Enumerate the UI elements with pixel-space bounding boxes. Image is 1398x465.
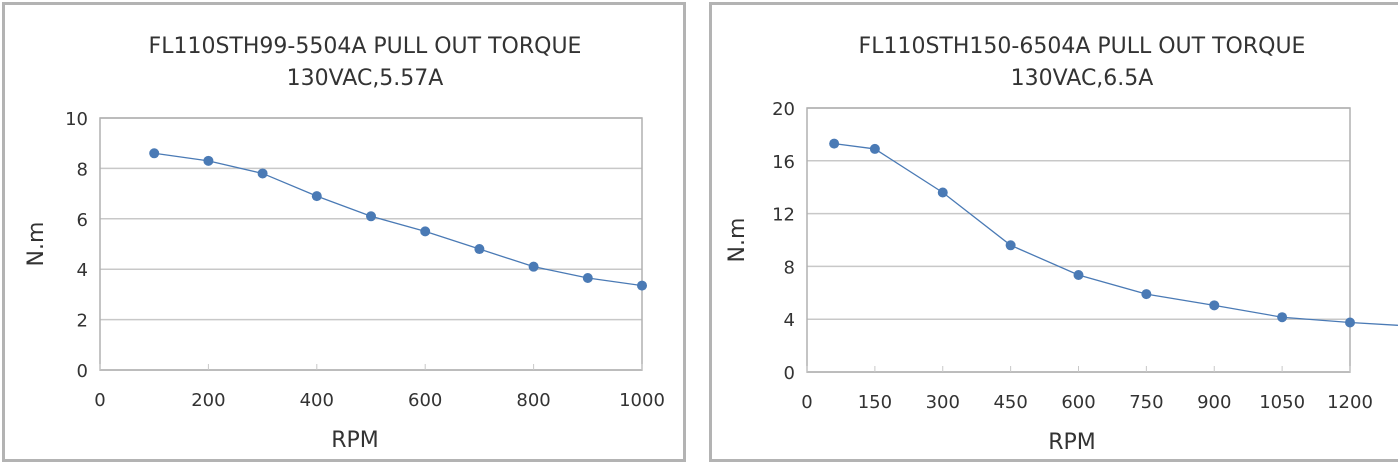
y-tick-label: 16 <box>772 152 795 173</box>
data-point <box>937 187 948 198</box>
y-tick-label: 8 <box>784 257 795 278</box>
chart-panel-left: FL110STH99-5504A PULL OUT TORQUE 130VAC,5… <box>2 2 686 462</box>
torque-chart-left: FL110STH99-5504A PULL OUT TORQUE 130VAC,5… <box>24 34 665 453</box>
x-axis-label: RPM <box>1048 430 1096 455</box>
data-point <box>420 226 431 237</box>
y-tick-label: 4 <box>784 310 795 331</box>
chart-title: FL110STH150-6504A PULL OUT TORQUE <box>859 34 1306 59</box>
data-point <box>1345 317 1355 328</box>
y-tick-label: 12 <box>772 205 795 226</box>
x-axis-label: RPM <box>331 428 379 453</box>
x-tick-label: 0 <box>801 392 812 413</box>
plot-area <box>99 117 643 371</box>
y-axis-label: N.m <box>24 222 49 267</box>
x-tick-label: 600 <box>1061 392 1095 413</box>
chart-title: FL110STH99-5504A PULL OUT TORQUE <box>149 34 582 59</box>
x-tick-label: 450 <box>993 392 1027 413</box>
y-tick-label: 8 <box>77 159 88 180</box>
data-point <box>637 280 647 291</box>
x-tick-label: 900 <box>1197 392 1231 413</box>
data-point <box>474 244 485 255</box>
y-tick-label: 0 <box>784 363 795 384</box>
data-point <box>257 168 268 179</box>
x-tick-label: 400 <box>300 390 334 411</box>
y-tick-label: 4 <box>77 260 88 281</box>
y-tick-label: 0 <box>77 361 88 382</box>
series-line <box>154 152 643 287</box>
chart-subtitle: 130VAC,5.57A <box>287 66 444 91</box>
x-tick-label: 600 <box>408 390 442 411</box>
data-point <box>528 261 539 272</box>
y-tick-label: 10 <box>65 109 88 130</box>
y-tick-label: 2 <box>77 311 88 332</box>
data-point <box>1277 312 1288 323</box>
y-tick-label: 20 <box>772 99 795 120</box>
data-point <box>869 143 880 154</box>
data-point <box>366 211 376 222</box>
y-tick-label: 6 <box>77 210 88 231</box>
torque-chart-right: FL110STH150-6504A PULL OUT TORQUE 130VAC,… <box>725 34 1398 455</box>
x-tick-label: 200 <box>191 390 225 411</box>
data-point <box>1209 300 1220 311</box>
x-tick-label: 1050 <box>1259 392 1305 413</box>
x-tick-label: 0 <box>94 390 105 411</box>
y-axis-label: N.m <box>725 218 750 263</box>
x-tick-label: 1000 <box>619 390 665 411</box>
data-point <box>829 138 840 149</box>
data-point <box>203 155 214 166</box>
data-point <box>1073 269 1084 280</box>
x-tick-label: 150 <box>858 392 892 413</box>
data-point <box>149 148 160 159</box>
data-point <box>582 273 593 284</box>
data-point <box>311 191 322 202</box>
series-line <box>834 142 1398 326</box>
x-tick-label: 750 <box>1129 392 1163 413</box>
x-tick-label: 300 <box>926 392 960 413</box>
data-point <box>1005 240 1016 251</box>
x-tick-label: 800 <box>516 390 550 411</box>
plot-area <box>806 107 1351 373</box>
chart-panel-right: FL110STH150-6504A PULL OUT TORQUE 130VAC,… <box>709 2 1398 462</box>
data-point <box>1141 289 1152 300</box>
chart-subtitle: 130VAC,6.5A <box>1011 66 1154 91</box>
x-tick-label: 1200 <box>1327 392 1373 413</box>
